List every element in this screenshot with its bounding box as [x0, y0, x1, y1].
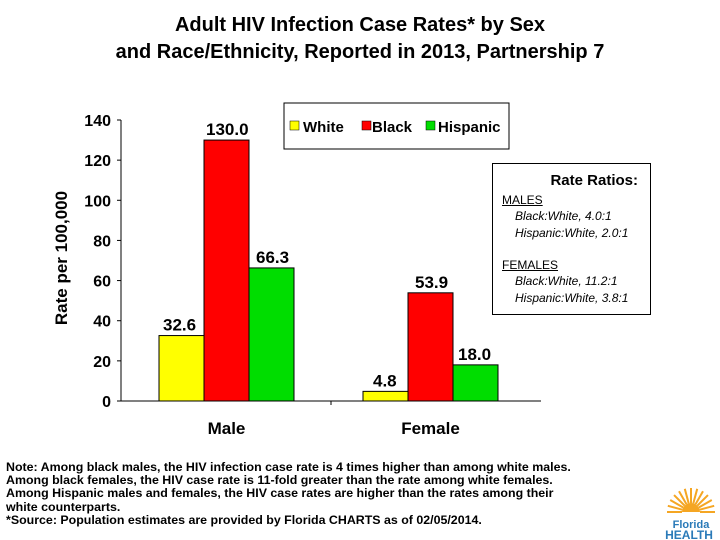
sun-ray — [673, 494, 686, 507]
chart-title: Adult HIV Infection Case Rates* by Sex a… — [0, 12, 720, 66]
legend: White Black Hispanic — [283, 102, 510, 150]
legend-label: White — [303, 119, 344, 136]
y-tick-label: 140 — [84, 113, 111, 130]
bar-male-white — [158, 335, 205, 402]
note-line-2: Among black females, the HIV case rate i… — [6, 473, 553, 488]
legend-swatch — [289, 120, 300, 131]
title-line-1: Adult HIV Infection Case Rates* by Sex — [174, 14, 546, 36]
x-category-label: Male — [208, 419, 246, 438]
legend-box — [283, 102, 510, 150]
rate-ratios-title: Rate Ratios: — [550, 172, 638, 189]
data-label: 130.0 — [206, 120, 249, 139]
data-label: 53.9 — [415, 273, 448, 292]
y-tick-label: 60 — [93, 274, 111, 291]
sun-ray — [692, 488, 699, 504]
y-tick-label: 120 — [84, 153, 111, 170]
note-line-4: white counterparts. — [6, 499, 121, 514]
bars — [158, 139, 499, 402]
y-tick-label: 40 — [93, 314, 111, 331]
sun-icon — [667, 488, 715, 513]
females-black-ratio: Black:White, 11.2:1 — [515, 274, 618, 288]
legend-label: Hispanic — [438, 119, 501, 136]
data-label: 4.8 — [373, 371, 397, 390]
sun-ray — [678, 490, 688, 505]
males-hispanic-ratio: Hispanic:White, 2.0:1 — [515, 226, 629, 240]
females-heading: FEMALES — [502, 258, 559, 272]
note-line-5: *Source: Population estimates are provid… — [6, 512, 482, 527]
sun-ray — [694, 490, 704, 505]
florida-health-logo: Florida HEALTH — [665, 488, 715, 540]
title-line-2: and Race/Ethnicity, Reported in 2013, Pa… — [115, 41, 605, 63]
data-label: 32.6 — [163, 316, 196, 335]
bar-male-hispanic — [248, 267, 295, 402]
bar-female-hispanic — [452, 364, 499, 402]
data-label: 66.3 — [256, 248, 289, 267]
sun-ray — [698, 499, 713, 509]
y-axis-label: Rate per 100,000 — [52, 190, 71, 326]
data-labels: 32.6 130.0 66.3 4.8 53.9 18.0 — [163, 120, 491, 390]
females-hispanic-ratio: Hispanic:White, 3.8:1 — [515, 291, 629, 305]
note-line-3: Among Hispanic males and females, the HI… — [6, 486, 554, 501]
sun-ray — [683, 488, 690, 504]
y-tick-label: 80 — [93, 233, 111, 250]
sun-ray — [699, 504, 715, 511]
logo-text-health: HEALTH — [665, 528, 713, 540]
sun-disc — [682, 503, 700, 512]
bar-female-black — [407, 292, 454, 402]
footnote: Note: Among black males, the HIV infecti… — [6, 460, 656, 527]
bar-male-black — [203, 139, 250, 402]
data-label: 18.0 — [458, 345, 491, 364]
bar-female-white — [362, 390, 409, 402]
legend-label: Black — [372, 119, 413, 136]
sun-ray — [669, 499, 684, 509]
y-tick-label: 100 — [84, 193, 111, 210]
rate-ratios-box: Rate Ratios: MALES Black:White, 4.0:1 Hi… — [492, 163, 651, 315]
x-axis-categories: Male Female — [208, 419, 460, 438]
note-line-1: Note: Among black males, the HIV infecti… — [6, 460, 571, 474]
sun-ray — [667, 504, 683, 511]
y-tick-label: 20 — [93, 354, 111, 371]
males-heading: MALES — [502, 193, 543, 207]
y-tick-label: 0 — [102, 394, 111, 411]
x-category-label: Female — [401, 419, 460, 438]
sun-ray — [696, 494, 709, 507]
legend-swatch — [425, 120, 436, 131]
males-black-ratio: Black:White, 4.0:1 — [515, 209, 612, 223]
logo-text-florida: Florida — [673, 519, 711, 531]
legend-swatch — [361, 120, 372, 131]
